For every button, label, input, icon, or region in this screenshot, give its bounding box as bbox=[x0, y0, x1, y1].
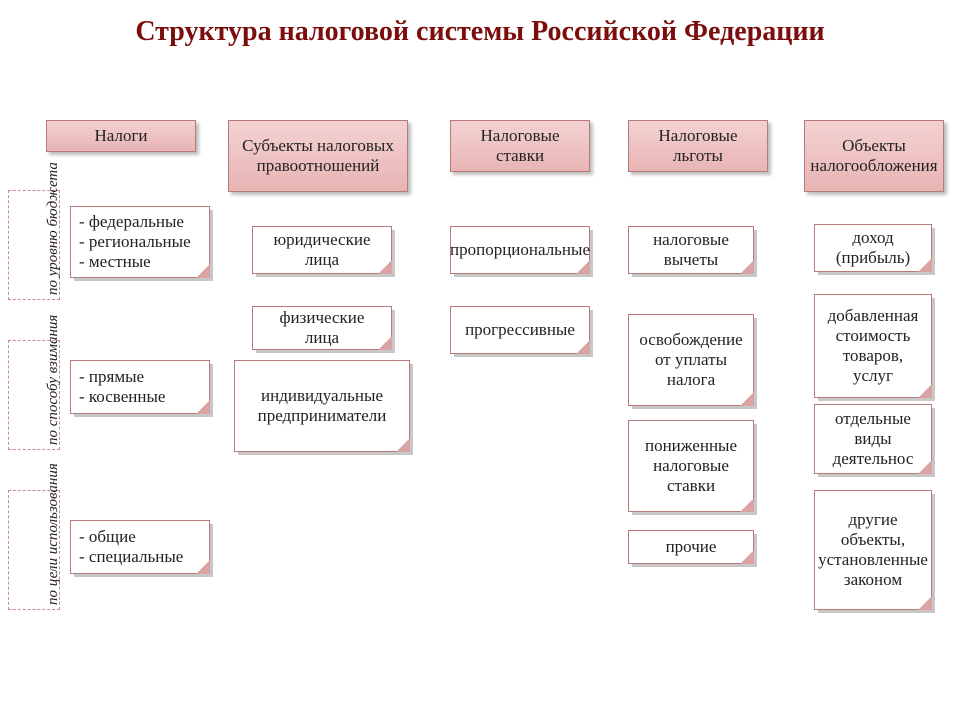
header-benefits: Налоговые льготы bbox=[628, 120, 768, 172]
sidebox-collection-method: по способу взимания bbox=[8, 340, 60, 450]
sidelabel-usage-purpose: по цели использования bbox=[45, 495, 62, 605]
box-proportional: пропорциональные bbox=[450, 226, 590, 274]
sidelabel-collection-method: по способу взимания bbox=[45, 345, 62, 445]
box-vat: добавленная стоимость товаров, услуг bbox=[814, 294, 932, 398]
header-objects: Объекты налогообложения bbox=[804, 120, 944, 192]
sidebox-usage-purpose: по цели использования bbox=[8, 490, 60, 610]
box-budget-levels: - федеральные - региональные - местные bbox=[70, 206, 210, 278]
box-deductions: налоговые вычеты bbox=[628, 226, 754, 274]
box-individuals: физические лица bbox=[252, 306, 392, 350]
box-other-benefits: прочие bbox=[628, 530, 754, 564]
box-usage-types: - общие - специальные bbox=[70, 520, 210, 574]
box-reduced-rates: пониженные налоговые ставки bbox=[628, 420, 754, 512]
box-exemption: освобождение от уплаты налога bbox=[628, 314, 754, 406]
box-entrepreneurs: индивидуальные предприниматели bbox=[234, 360, 410, 452]
box-other-objects: другие объекты, установленные законом bbox=[814, 490, 932, 610]
page-title: Структура налоговой системы Российской Ф… bbox=[0, 14, 960, 49]
sidelabel-budget-level: по уровню бюджета bbox=[45, 195, 62, 295]
box-progressive: прогрессивные bbox=[450, 306, 590, 354]
box-activities: отдельные виды деятельнос bbox=[814, 404, 932, 474]
sidebox-budget-level: по уровню бюджета bbox=[8, 190, 60, 300]
box-legal-entities: юридические лица bbox=[252, 226, 392, 274]
box-income: доход (прибыль) bbox=[814, 224, 932, 272]
header-subjects: Субъекты налоговых правоотношений bbox=[228, 120, 408, 192]
header-rates: Налоговые ставки bbox=[450, 120, 590, 172]
box-collection-types: - прямые - косвенные bbox=[70, 360, 210, 414]
header-taxes: Налоги bbox=[46, 120, 196, 152]
